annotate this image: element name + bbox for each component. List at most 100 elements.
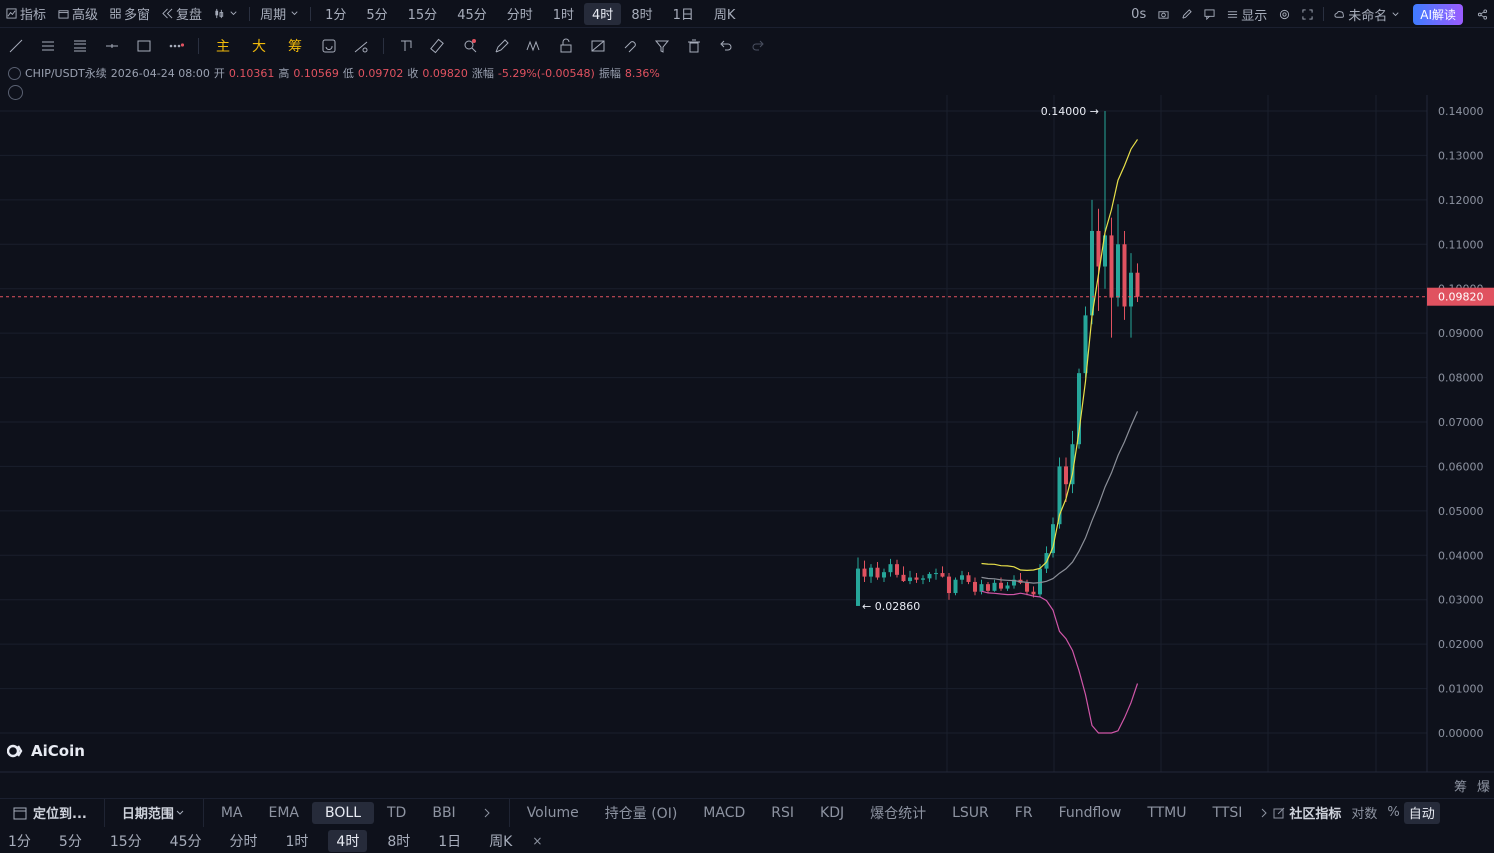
- sub-fundflow[interactable]: Fundflow: [1058, 804, 1122, 821]
- chip-toggle[interactable]: 筹: [288, 39, 302, 55]
- multi-window-menu[interactable]: 多窗: [104, 0, 156, 28]
- alert-button[interactable]: [1198, 0, 1221, 28]
- sub-macd[interactable]: MACD: [703, 804, 746, 821]
- period-1h[interactable]: 1时: [552, 8, 575, 23]
- sub-oi[interactable]: 持仓量 (OI): [604, 805, 678, 822]
- pattern-tool[interactable]: [518, 32, 550, 60]
- big-order-toggle[interactable]: 大: [252, 39, 266, 55]
- percent-scale-toggle[interactable]: %: [1387, 805, 1400, 820]
- close-label: 收: [407, 67, 419, 80]
- camera-button[interactable]: [1152, 0, 1175, 28]
- bottom-period-1m[interactable]: 1分: [8, 833, 31, 850]
- fib-tool[interactable]: [64, 32, 96, 60]
- bottom-period-8h[interactable]: 8时: [387, 833, 411, 850]
- boll-lower-line: [981, 590, 1139, 734]
- redo-icon: [752, 40, 764, 51]
- zoom-tool[interactable]: [454, 32, 486, 60]
- sub-ttsi[interactable]: TTSI: [1212, 804, 1243, 821]
- bottom-period-4h[interactable]: 4时: [328, 829, 368, 852]
- indicator-ma[interactable]: MA: [220, 804, 243, 821]
- period-8h[interactable]: 8时: [631, 8, 653, 23]
- main-indicators-more[interactable]: [469, 802, 505, 824]
- indicator-bbi[interactable]: BBI: [432, 804, 456, 821]
- period-1w[interactable]: 周K: [713, 8, 736, 23]
- sync-tool[interactable]: [313, 32, 345, 60]
- bottom-period-5m[interactable]: 5分: [58, 833, 82, 850]
- delete-tool[interactable]: [678, 32, 710, 60]
- period-5m[interactable]: 5分: [366, 8, 388, 23]
- collapse-icon[interactable]: [8, 66, 21, 80]
- sub-fr[interactable]: FR: [1014, 804, 1033, 821]
- magnet-tool[interactable]: [614, 32, 646, 60]
- filter-tool[interactable]: [646, 32, 678, 60]
- main-chart-toggle[interactable]: 主: [216, 39, 230, 55]
- layout-name-menu[interactable]: 未命名: [1328, 0, 1407, 28]
- date-range-menu[interactable]: 日期范围: [109, 802, 199, 824]
- community-indicators-button[interactable]: 社区指标: [1255, 802, 1345, 824]
- cloud-icon: [1334, 10, 1345, 18]
- bottom-period-timeline[interactable]: 分时: [229, 833, 258, 850]
- chart-type-menu[interactable]: [208, 0, 245, 28]
- candle-body: [1116, 244, 1120, 298]
- bottom-period-bar: 1分 5分 15分 45分 分时 1时 4时 8时 1日 周K ×: [0, 828, 1494, 853]
- indicator-menu[interactable]: 指标: [0, 0, 52, 28]
- divider: [508, 798, 510, 827]
- sub-kdj[interactable]: KDJ: [820, 804, 845, 821]
- redo-button[interactable]: [742, 32, 774, 60]
- indicator-ema[interactable]: EMA: [268, 804, 300, 821]
- edit-button[interactable]: [1175, 0, 1198, 28]
- close-period-bar-button[interactable]: ×: [532, 833, 543, 848]
- period-timeline[interactable]: 分时: [506, 8, 533, 23]
- sub-rsi[interactable]: RSI: [771, 804, 795, 821]
- indicator-td[interactable]: TD: [387, 804, 407, 821]
- share-button[interactable]: [1471, 0, 1494, 28]
- visibility-tool[interactable]: [582, 32, 614, 60]
- horizontal-line-tool[interactable]: [96, 32, 128, 60]
- marker-tool[interactable]: [486, 32, 518, 60]
- trendline-tool[interactable]: [0, 32, 32, 60]
- locate-button[interactable]: 定位到...: [0, 802, 100, 824]
- replay-menu[interactable]: 复盘: [156, 0, 208, 28]
- parallel-lines-tool[interactable]: [32, 32, 64, 60]
- candle-body: [960, 575, 964, 580]
- expand-indicators-icon[interactable]: [8, 85, 23, 100]
- log-scale-toggle[interactable]: 对数: [1351, 807, 1378, 822]
- liquidation-toggle[interactable]: 爆: [1476, 780, 1490, 795]
- sub-ttmu[interactable]: TTMU: [1147, 804, 1187, 821]
- bottom-period-45m[interactable]: 45分: [169, 833, 202, 850]
- candle-body: [1051, 524, 1055, 554]
- bottom-period-1h[interactable]: 1时: [285, 833, 309, 850]
- corner-tools: 筹 爆: [1454, 776, 1490, 795]
- period-1d[interactable]: 1日: [672, 8, 694, 23]
- sub-liquidation[interactable]: 爆仓统计: [870, 805, 927, 822]
- period-menu[interactable]: 周期: [254, 0, 306, 28]
- lock-tool[interactable]: [550, 32, 582, 60]
- period-15m[interactable]: 15分: [407, 8, 438, 23]
- high-value: 0.10569: [293, 66, 339, 80]
- display-menu[interactable]: 显示: [1221, 0, 1273, 28]
- fullscreen-button[interactable]: [1296, 0, 1319, 28]
- brush-tool[interactable]: [422, 32, 454, 60]
- period-45m[interactable]: 45分: [457, 8, 487, 23]
- auto-scale-toggle[interactable]: 自动: [1403, 801, 1440, 824]
- undo-button[interactable]: [710, 32, 742, 60]
- price-chart[interactable]: 0.140000.130000.120000.110000.100000.090…: [0, 95, 1494, 775]
- period-1m[interactable]: 1分: [325, 8, 347, 23]
- indicator-boll[interactable]: BOLL: [312, 801, 374, 824]
- more-tools[interactable]: [160, 32, 192, 60]
- bottom-period-1d[interactable]: 1日: [438, 833, 462, 850]
- candle-body: [927, 573, 932, 579]
- sub-lsur[interactable]: LSUR: [952, 804, 989, 821]
- text-tool[interactable]: [390, 32, 422, 60]
- sub-volume[interactable]: Volume: [526, 804, 579, 821]
- bottom-period-15m[interactable]: 15分: [109, 833, 142, 850]
- settings-button[interactable]: [1273, 0, 1296, 28]
- community-label: 社区指标: [1289, 807, 1342, 822]
- ai-interpret-button[interactable]: AI解读: [1413, 3, 1463, 25]
- period-4h[interactable]: 4时: [584, 2, 622, 25]
- chip-distribution-toggle[interactable]: 筹: [1453, 780, 1467, 795]
- advanced-menu[interactable]: 高级: [52, 0, 104, 28]
- bottom-period-1w[interactable]: 周K: [489, 833, 513, 850]
- measure-tool[interactable]: [345, 32, 377, 60]
- rectangle-tool[interactable]: [128, 32, 160, 60]
